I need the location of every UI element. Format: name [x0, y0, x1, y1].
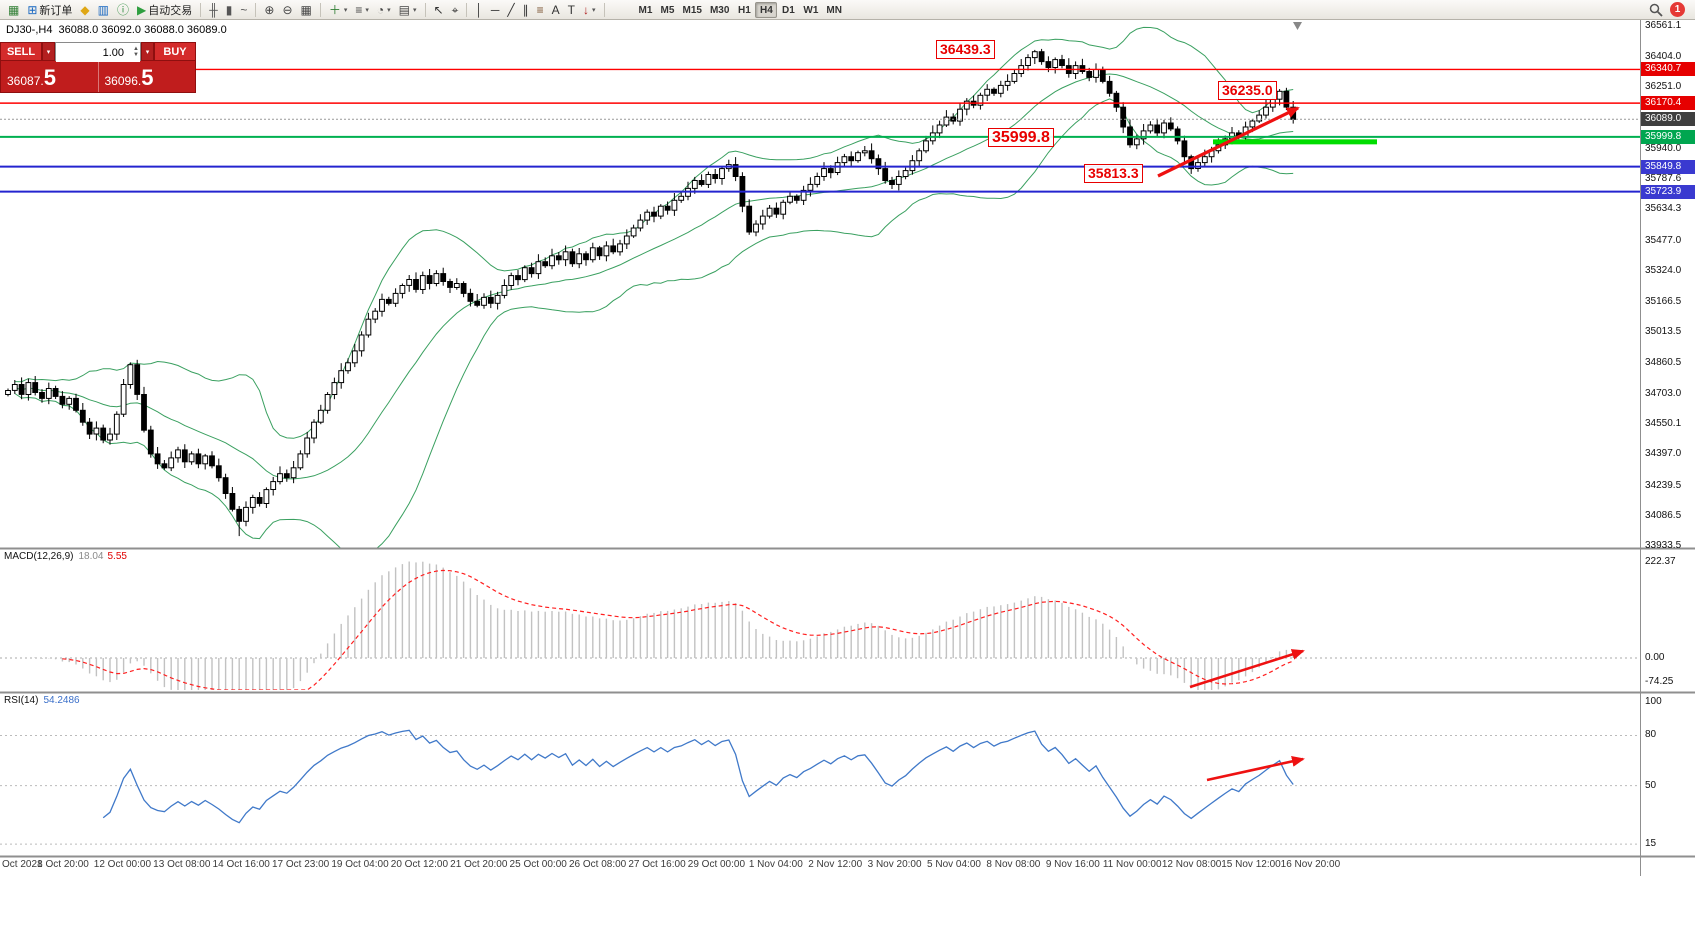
arrows-icon[interactable]: ↓ ▾ [582, 2, 596, 17]
macd-label: MACD(12,26,9) 18.04 5.55 [4, 551, 127, 562]
vertical-line-icon[interactable]: │ [475, 2, 483, 17]
label-icon[interactable]: T [567, 2, 575, 17]
crosshair-icon[interactable]: ⌖ [451, 2, 459, 17]
bar-chart-icon[interactable]: ╫ [209, 2, 218, 17]
indicators-icon[interactable]: ＋ ▾ [328, 2, 348, 17]
line-chart-icon[interactable]: ~ [240, 2, 248, 17]
market-watch-icon[interactable]: ◆ [80, 2, 90, 17]
buy-button[interactable]: BUY [154, 42, 196, 61]
horizontal-line-icon[interactable]: ─ [490, 2, 500, 17]
periods-icon[interactable]: ◔ ▾ [376, 2, 391, 17]
fibonacci-icon[interactable]: ≡ [536, 2, 544, 17]
price-flag[interactable]: 36439.3 [936, 40, 995, 59]
timeframe-h1[interactable]: H1 [738, 4, 751, 16]
volume-field: ▲ ▼ [55, 42, 141, 62]
timeframe-h4[interactable]: H4 [755, 1, 778, 18]
volume-stepper[interactable]: ▲ ▼ [133, 43, 139, 60]
timeframe-mn[interactable]: MN [826, 4, 842, 16]
volume-input[interactable] [56, 44, 140, 62]
text-icon[interactable]: A [551, 2, 560, 17]
candlestick-chart-icon[interactable]: ▮ [225, 2, 233, 17]
sell-button[interactable]: SELL [0, 42, 42, 61]
symbol-period-label: DJ30-,H4 [6, 24, 53, 36]
objects-list-icon[interactable]: ≡ ▾ [355, 2, 369, 17]
timeframe-m5[interactable]: M5 [660, 4, 675, 16]
one-click-trading-panel: SELL ▾ ▲ ▼ ▾ BUY 36087.5 36096.5 [0, 42, 196, 93]
buy-options-caret-icon[interactable]: ▾ [141, 42, 154, 61]
stepper-up-icon[interactable]: ▲ [133, 45, 139, 52]
zoom-in-icon[interactable]: ⊕ [264, 2, 275, 17]
timeframe-m30[interactable]: M30 [709, 4, 730, 16]
price-axis[interactable] [1640, 20, 1695, 876]
price-flag[interactable]: 36235.0 [1218, 81, 1277, 100]
timeframe-m15[interactable]: M15 [682, 4, 702, 16]
trendline-icon[interactable]: ╱ [507, 2, 515, 17]
new-order-button[interactable]: ⊞ 新订单 [27, 2, 73, 17]
stepper-down-icon[interactable]: ▼ [133, 51, 139, 58]
buy-price-display[interactable]: 36096. 5 [97, 61, 196, 92]
timeframe-toolbar: M1 M5 M15 M30 H1 H4 D1 W1 MN [635, 1, 846, 18]
chart-ohlc-info: DJ30-,H4 36088.0 36092.0 36088.0 36089.0 [6, 24, 227, 36]
timeframe-d1[interactable]: D1 [782, 4, 795, 16]
notification-badge[interactable]: 1 [1670, 2, 1685, 17]
price-flag[interactable]: 35999.8 [988, 128, 1054, 147]
ohlc-values: 36088.0 36092.0 36088.0 36089.0 [58, 24, 227, 36]
channel-icon[interactable]: ∥ [522, 2, 529, 17]
cursor-icon[interactable]: ↖ [433, 2, 444, 17]
main-toolbar: ▦ ⊞ 新订单 ◆ ▥ ⓘ ▶ 自动交易 ╫ ▮ ~ ⊕ ⊖ ▦ ＋ ▾ ≡ ▾ ◔ ▾ ▤ ▾ ↖ ⌖ │ ─ ╱ ∥ ≡ A T ↓ ▾ M… [0, 0, 1695, 20]
templates-icon[interactable]: ▤ ▾ [398, 2, 417, 17]
autotrading-button[interactable]: ▶ 自动交易 [137, 2, 193, 17]
tile-windows-icon[interactable]: ▦ [300, 2, 312, 17]
price-flag[interactable]: 35813.3 [1084, 164, 1143, 183]
rsi-label: RSI(14) 54.2486 [4, 695, 80, 706]
new-chart-icon[interactable]: ▦ [8, 2, 20, 17]
zoom-out-icon[interactable]: ⊖ [282, 2, 293, 17]
timeframe-w1[interactable]: W1 [803, 4, 819, 16]
sell-price-display[interactable]: 36087. 5 [7, 65, 56, 90]
timeframe-m1[interactable]: M1 [638, 4, 653, 16]
search-icon[interactable] [1649, 3, 1663, 17]
time-axis[interactable] [0, 856, 1640, 876]
navigator-icon[interactable]: ⓘ [116, 2, 129, 17]
data-window-icon[interactable]: ▥ [97, 2, 109, 17]
sell-options-caret-icon[interactable]: ▾ [42, 42, 55, 61]
